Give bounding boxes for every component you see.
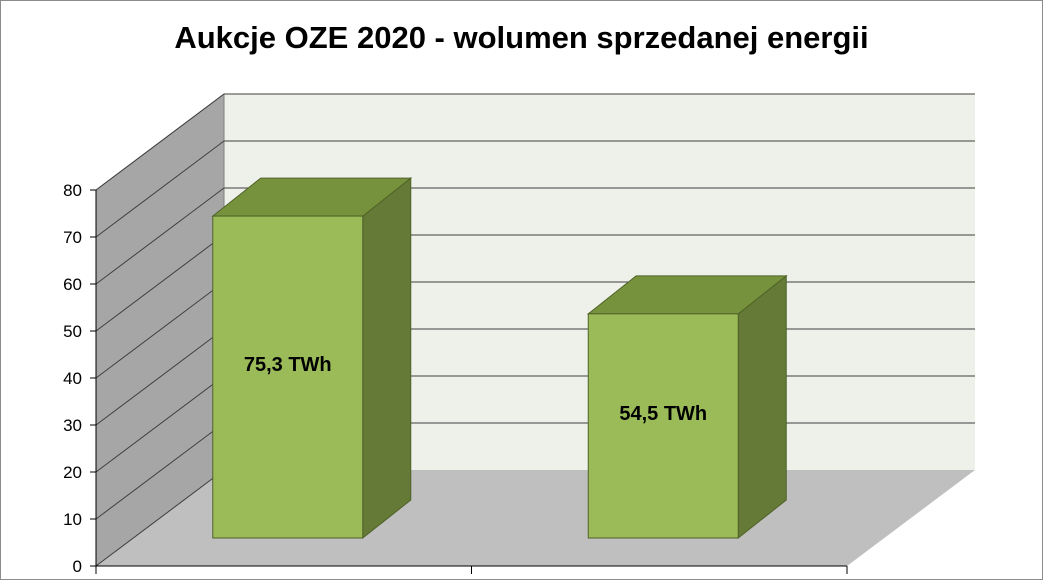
bar-data-label: 75,3 TWh <box>244 354 332 376</box>
bar <box>586 274 788 540</box>
gridline-side <box>95 375 225 473</box>
gridline-side <box>95 140 225 238</box>
chart-title: Aukcje OZE 2020 - wolumen sprzedanej ene… <box>174 20 869 55</box>
y-tick-label: 50 <box>63 322 82 341</box>
gridline-side <box>95 93 225 191</box>
y-tick-label: 30 <box>63 416 82 435</box>
bar-data-label: 54,5 TWh <box>619 403 707 425</box>
bars <box>211 177 788 540</box>
gridline-side <box>95 187 225 285</box>
gridline-side <box>95 422 225 520</box>
bar-front <box>587 313 739 539</box>
gridline-side <box>95 281 225 379</box>
y-tick-label: 80 <box>63 181 82 200</box>
gridline-side <box>95 234 225 332</box>
gridline-side <box>95 328 225 426</box>
bar <box>211 177 413 540</box>
y-tick-label: 10 <box>63 510 82 529</box>
y-axis: 0 10 20 30 40 50 60 70 80 <box>63 181 848 576</box>
y-tick-label: 0 <box>73 557 82 576</box>
y-tick-label: 40 <box>63 369 82 388</box>
gridline-side <box>95 469 225 567</box>
y-tick-label: 60 <box>63 275 82 294</box>
bar-side <box>737 274 787 540</box>
y-tick-label: 70 <box>63 228 82 247</box>
y-tick-label: 20 <box>63 463 82 482</box>
data-labels: 75,3 TWh 54,5 TWh <box>244 354 707 425</box>
bar-side <box>362 177 412 540</box>
bar-front <box>212 215 364 539</box>
